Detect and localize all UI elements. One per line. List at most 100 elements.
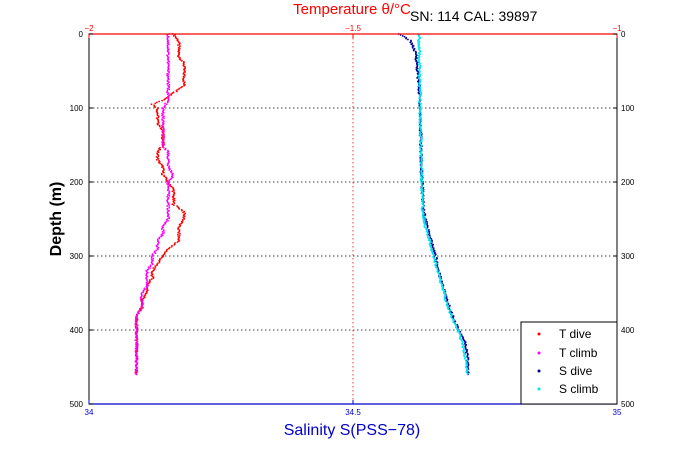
data-point bbox=[168, 71, 170, 74]
data-point bbox=[161, 173, 163, 176]
data-point bbox=[145, 286, 148, 289]
data-point bbox=[165, 219, 168, 221]
bottom-axis-label: Salinity S(PSS−78) bbox=[284, 422, 421, 439]
data-point bbox=[405, 37, 407, 40]
data-point bbox=[463, 357, 466, 360]
data-point bbox=[135, 346, 138, 349]
data-point bbox=[417, 40, 419, 42]
data-point bbox=[178, 225, 181, 228]
data-point bbox=[161, 114, 163, 117]
data-point bbox=[152, 277, 155, 280]
data-point bbox=[166, 205, 169, 207]
data-point bbox=[163, 117, 165, 120]
data-point bbox=[166, 194, 169, 196]
data-point bbox=[447, 308, 450, 311]
legend-label-t-climb: T climb bbox=[559, 346, 598, 360]
data-point bbox=[149, 267, 152, 269]
data-point bbox=[154, 106, 157, 108]
data-point bbox=[178, 207, 181, 210]
data-point bbox=[168, 204, 171, 207]
bottom-tick-label: 34.5 bbox=[345, 408, 361, 417]
data-point bbox=[422, 215, 424, 217]
data-point bbox=[421, 160, 423, 163]
data-point bbox=[418, 106, 421, 109]
right-tick-label: 300 bbox=[621, 252, 635, 261]
data-point bbox=[161, 143, 164, 145]
data-point bbox=[417, 89, 420, 92]
data-point bbox=[134, 339, 137, 342]
bottom-tick-label: 35 bbox=[613, 408, 622, 417]
data-point bbox=[173, 189, 175, 192]
data-point bbox=[418, 40, 421, 43]
data-point bbox=[444, 300, 447, 303]
data-point bbox=[463, 355, 466, 358]
data-point bbox=[152, 269, 155, 272]
data-point bbox=[150, 274, 153, 277]
right-tick-label: 500 bbox=[621, 400, 635, 409]
top-tick-label: −1 bbox=[612, 24, 622, 33]
data-point bbox=[418, 124, 421, 127]
data-point bbox=[168, 86, 170, 89]
legend-label-t-dive: T dive bbox=[559, 327, 592, 341]
data-point bbox=[158, 125, 161, 128]
data-point bbox=[161, 166, 163, 169]
data-point bbox=[143, 296, 146, 299]
data-point bbox=[182, 211, 184, 214]
data-point bbox=[162, 171, 165, 174]
data-point bbox=[438, 281, 441, 284]
data-point bbox=[415, 60, 418, 63]
data-point bbox=[162, 129, 165, 132]
data-point bbox=[166, 91, 168, 94]
grid-lines bbox=[89, 34, 617, 404]
data-point bbox=[426, 221, 429, 223]
top-tick-label: −2 bbox=[84, 24, 94, 33]
data-point bbox=[157, 121, 160, 124]
data-point bbox=[420, 119, 423, 122]
data-point bbox=[180, 86, 182, 89]
data-point bbox=[420, 132, 422, 135]
data-point bbox=[440, 275, 443, 278]
data-point bbox=[160, 256, 163, 259]
data-point bbox=[171, 190, 174, 193]
data-point bbox=[147, 266, 150, 268]
data-point bbox=[420, 123, 422, 126]
data-point bbox=[159, 148, 162, 151]
data-point bbox=[157, 116, 160, 119]
data-point bbox=[416, 77, 419, 79]
data-point bbox=[154, 252, 157, 255]
data-point bbox=[168, 83, 171, 86]
data-point bbox=[136, 324, 139, 327]
data-point bbox=[428, 235, 431, 238]
data-point bbox=[152, 257, 155, 260]
data-point bbox=[403, 35, 406, 38]
legend-label-s-climb: S climb bbox=[559, 382, 599, 396]
data-point bbox=[151, 263, 154, 266]
data-point bbox=[161, 99, 164, 102]
data-point bbox=[166, 189, 169, 192]
data-point bbox=[460, 343, 463, 345]
data-point bbox=[463, 343, 466, 345]
data-point bbox=[166, 181, 169, 183]
data-point bbox=[172, 198, 175, 201]
data-point bbox=[420, 173, 423, 176]
data-point bbox=[157, 161, 160, 164]
data-point bbox=[180, 222, 182, 225]
data-point bbox=[180, 59, 183, 62]
data-point bbox=[416, 57, 418, 59]
data-point bbox=[134, 323, 137, 326]
data-point bbox=[464, 353, 467, 356]
data-point bbox=[424, 219, 426, 222]
data-point bbox=[407, 38, 409, 41]
data-point bbox=[160, 228, 163, 231]
data-point bbox=[165, 103, 168, 106]
data-point bbox=[412, 49, 415, 52]
data-point bbox=[156, 248, 159, 251]
data-point bbox=[167, 183, 169, 186]
data-point bbox=[420, 145, 423, 148]
data-point bbox=[156, 264, 158, 267]
data-point bbox=[420, 130, 423, 132]
data-point bbox=[170, 185, 173, 188]
data-point bbox=[136, 349, 139, 352]
data-point bbox=[161, 231, 164, 233]
data-point bbox=[158, 100, 161, 103]
